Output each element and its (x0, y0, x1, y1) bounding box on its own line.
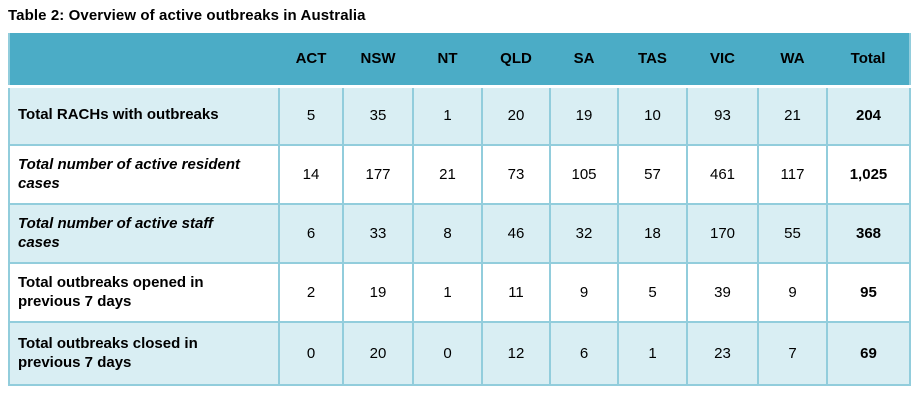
table-row: Total number of active staff cases 6 33 8 46… (9, 203, 910, 264)
data-cell: 20 (481, 86, 551, 146)
total-cell: 204 (826, 86, 910, 146)
data-cell: 21 (412, 144, 483, 205)
data-cell: 461 (686, 144, 759, 205)
data-cell: 177 (342, 144, 414, 205)
total-cell: 368 (826, 203, 910, 264)
data-cell: 39 (686, 262, 759, 323)
data-cell: 6 (278, 203, 344, 264)
data-cell: 10 (617, 86, 688, 146)
header-row: ACT NSW NT QLD SA TAS VIC WA Total (9, 33, 910, 88)
row-label: Total RACHs with outbreaks (9, 86, 280, 146)
total-cell: 1,025 (826, 144, 910, 205)
col-header-tas: TAS (618, 33, 687, 88)
data-cell: 2 (278, 262, 344, 323)
total-cell: 69 (826, 321, 910, 385)
data-cell: 105 (549, 144, 619, 205)
col-header-blank (9, 33, 279, 88)
data-cell: 57 (617, 144, 688, 205)
data-cell: 7 (757, 321, 828, 385)
data-cell: 11 (481, 262, 551, 323)
data-cell: 8 (412, 203, 483, 264)
data-cell: 93 (686, 86, 759, 146)
col-header-sa: SA (550, 33, 618, 88)
data-cell: 32 (549, 203, 619, 264)
table-body: Total RACHs with outbreaks 5 35 1 20 19 10 93 21… (9, 86, 910, 385)
data-cell: 1 (412, 86, 483, 146)
row-label: Total number of active resident cases (9, 144, 280, 205)
outbreaks-table: ACT NSW NT QLD SA TAS VIC WA Total Total RACHs w… (8, 33, 911, 386)
data-cell: 5 (278, 86, 344, 146)
data-cell: 73 (481, 144, 551, 205)
col-header-total: Total (827, 33, 910, 88)
row-label: Total outbreaks closed in previous 7 day… (9, 321, 280, 385)
data-cell: 35 (342, 86, 414, 146)
table-row: Total RACHs with outbreaks 5 35 1 20 19 10 93 21… (9, 86, 910, 146)
data-cell: 6 (549, 321, 619, 385)
data-cell: 0 (412, 321, 483, 385)
data-cell: 19 (549, 86, 619, 146)
col-header-qld: QLD (482, 33, 550, 88)
data-cell: 55 (757, 203, 828, 264)
data-cell: 12 (481, 321, 551, 385)
row-label: Total number of active staff cases (9, 203, 280, 264)
total-cell: 95 (826, 262, 910, 323)
data-cell: 5 (617, 262, 688, 323)
col-header-nsw: NSW (343, 33, 413, 88)
table-row: Total outbreaks closed in previous 7 day… (9, 321, 910, 385)
data-cell: 0 (278, 321, 344, 385)
data-cell: 46 (481, 203, 551, 264)
data-cell: 1 (617, 321, 688, 385)
data-cell: 9 (549, 262, 619, 323)
col-header-nt: NT (413, 33, 482, 88)
row-label: Total outbreaks opened in previous 7 day… (9, 262, 280, 323)
col-header-vic: VIC (687, 33, 758, 88)
table-title: Table 2: Overview of active outbreaks in… (8, 7, 366, 24)
data-cell: 19 (342, 262, 414, 323)
data-cell: 14 (278, 144, 344, 205)
data-cell: 18 (617, 203, 688, 264)
data-cell: 33 (342, 203, 414, 264)
table-header: ACT NSW NT QLD SA TAS VIC WA Total (9, 33, 910, 88)
data-cell: 20 (342, 321, 414, 385)
data-cell: 170 (686, 203, 759, 264)
col-header-wa: WA (758, 33, 827, 88)
data-cell: 9 (757, 262, 828, 323)
data-cell: 23 (686, 321, 759, 385)
data-cell: 117 (757, 144, 828, 205)
table-row: Total outbreaks opened in previous 7 day… (9, 262, 910, 323)
data-cell: 1 (412, 262, 483, 323)
data-cell: 21 (757, 86, 828, 146)
table-row: Total number of active resident cases 14 1… (9, 144, 910, 205)
col-header-act: ACT (279, 33, 343, 88)
